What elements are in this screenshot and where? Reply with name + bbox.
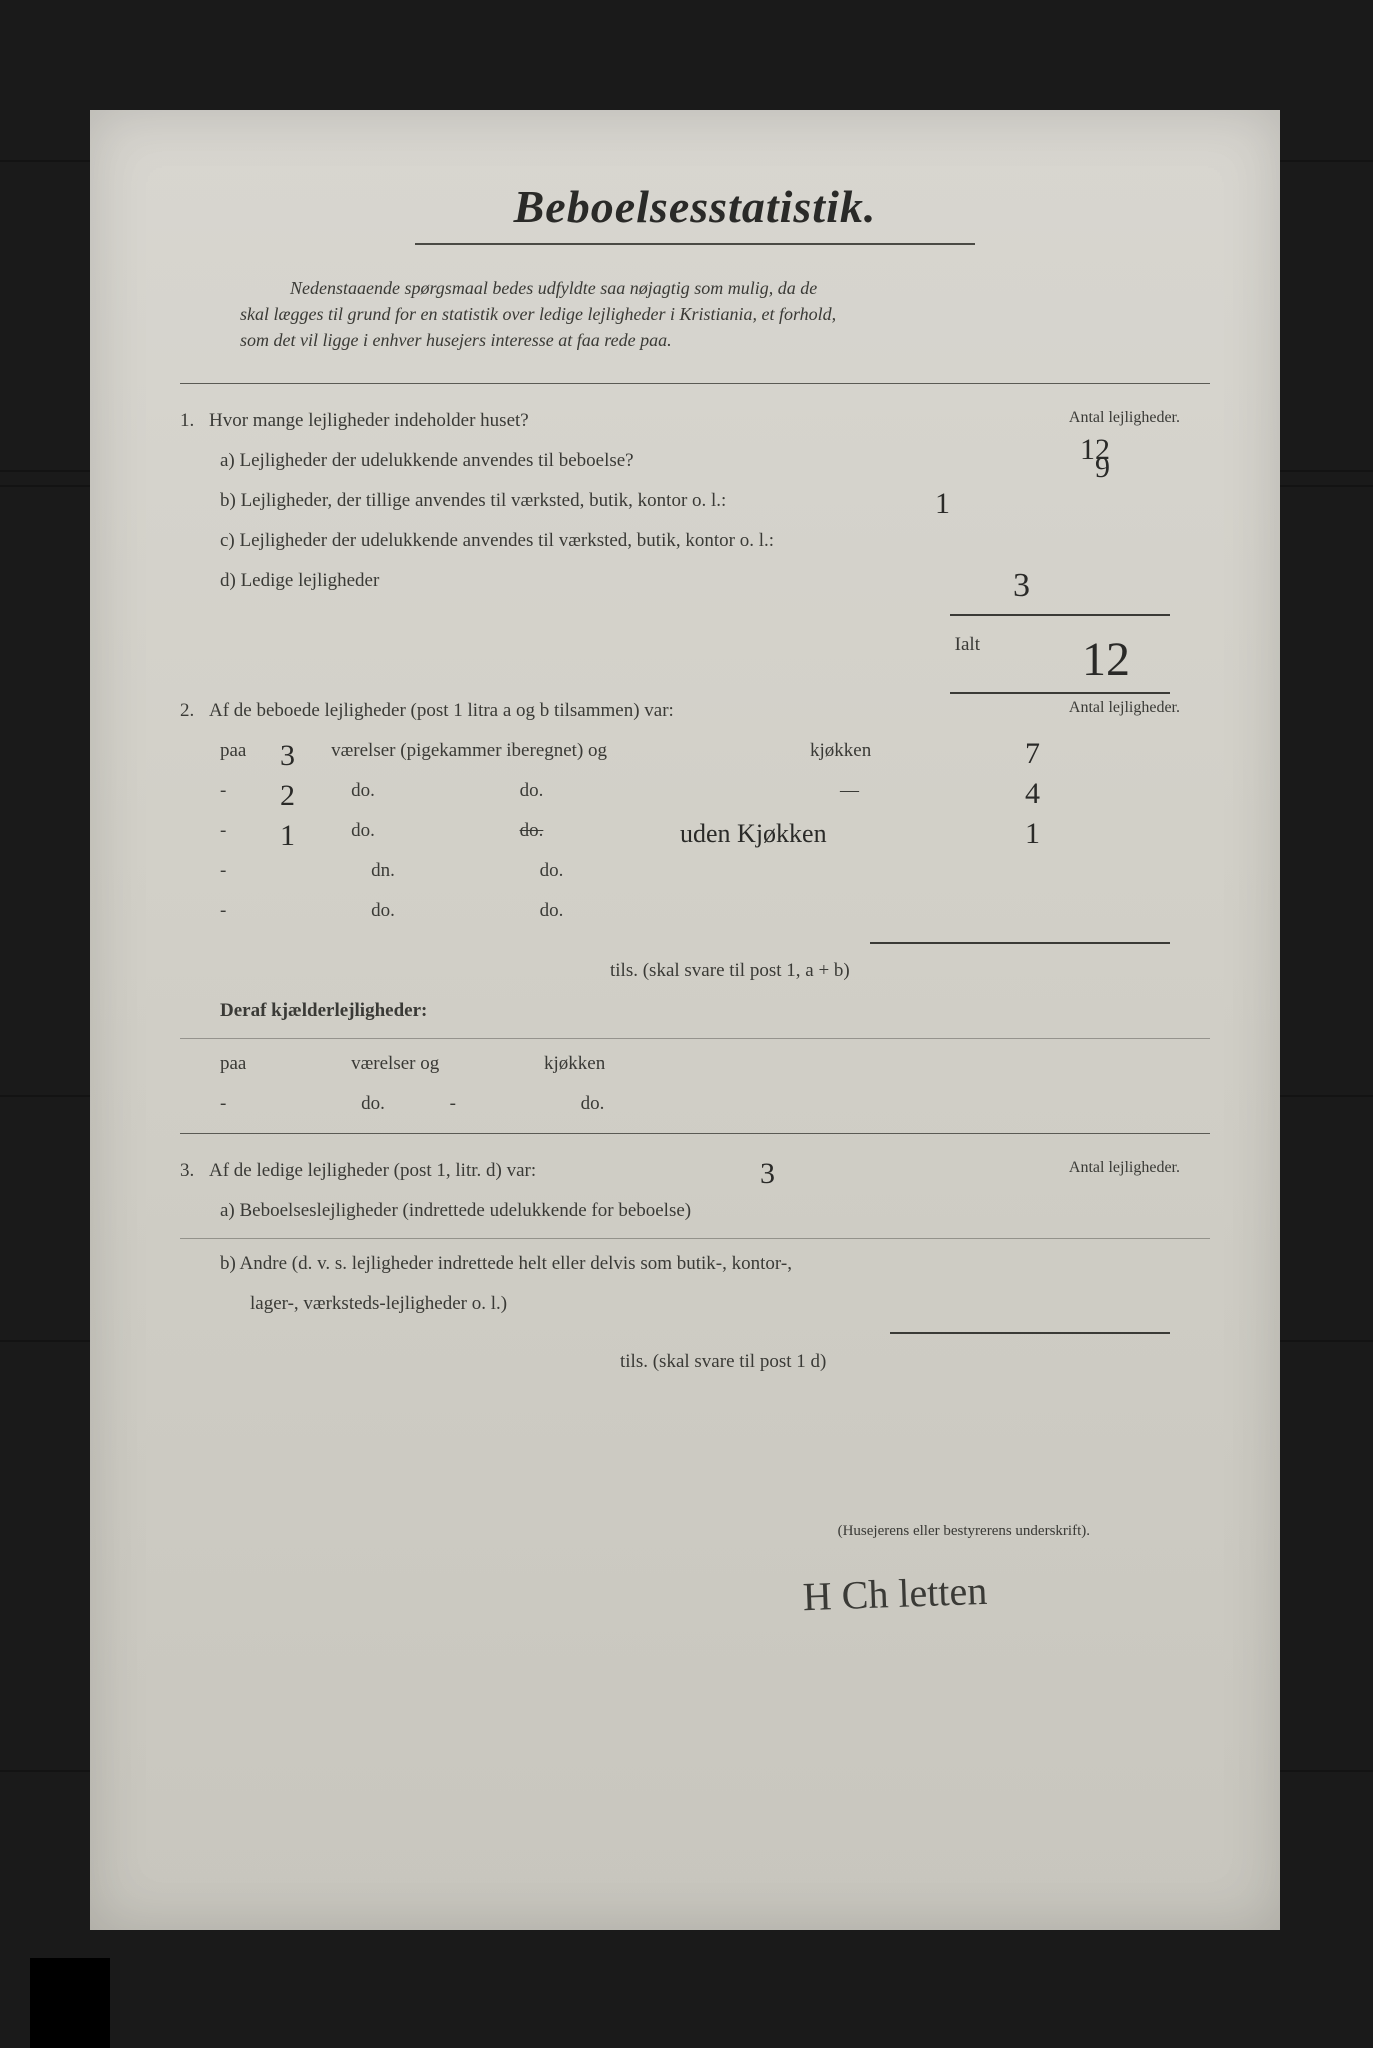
q2-dn: dn. (371, 860, 395, 881)
q2-do-6: do. (540, 900, 564, 921)
title-rule (415, 243, 975, 245)
q3-text: Af de ledige lejligheder (post 1, litr. … (209, 1160, 536, 1181)
q2-text: Af de beboede lejligheder (post 1 litra … (209, 700, 674, 721)
q1-b: b) Lejligheder, der tillige anvendes til… (220, 490, 726, 511)
intro-line-3: som det vil ligge i enhver husejers inte… (240, 330, 672, 350)
col-header-2: Antal lejligheder. (1069, 692, 1180, 724)
q2-do-2: do. (520, 780, 544, 801)
q1-number: 1. (180, 410, 194, 431)
q1-a: a) Lejligheder der udelukkende anvendes … (220, 450, 634, 471)
intro-line-1: Nedenstaaende spørgsmaal bedes udfyldte … (290, 278, 817, 298)
q2-deraf-paa: paa (220, 1053, 246, 1074)
question-1: 1. Hvor mange lejligheder indeholder hus… (180, 402, 1210, 672)
q2-do-3: do. (351, 820, 375, 841)
q1-text: Hvor mange lejligheder indeholder huset? (209, 410, 529, 431)
ialt-label: Ialt (955, 626, 980, 664)
q2-do-4: do. (540, 860, 564, 881)
q2-dash-3: - (220, 820, 226, 841)
q2-deraf: Deraf kjælderlejligheder: (220, 1000, 427, 1021)
col-header-3: Antal lejligheder. (1069, 1152, 1180, 1184)
q2-paa: paa (220, 740, 246, 761)
page-title: Beboelsesstatistik. (180, 180, 1210, 233)
scan-artifact (30, 1958, 110, 2048)
faint-rule-2 (180, 1238, 1210, 1239)
q3-tils: tils. (skal svare til post 1 d) (620, 1343, 826, 1381)
q3-number: 3. (180, 1160, 194, 1181)
q1-d: d) Ledige lejligheder (220, 570, 379, 591)
q2-dash-5: - (220, 900, 226, 921)
q2-deraf-vaer: værelser og (351, 1053, 439, 1074)
question-2: 2. Af de beboede lejligheder (post 1 lit… (180, 692, 1210, 1125)
q2-do-5: do. (371, 900, 395, 921)
q2-dash-7: - (450, 1093, 456, 1114)
question-3: 3. Af de ledige lejligheder (post 1, lit… (180, 1152, 1210, 1383)
q2-dash-6: - (220, 1093, 226, 1114)
q3-b2: lager-, værksteds-lejligheder o. l.) (250, 1293, 507, 1314)
signature: H Ch letten (579, 1559, 1210, 1628)
signature-label: (Husejerens eller bestyrerens underskrif… (180, 1523, 1090, 1540)
intro-paragraph: Nedenstaaende spørgsmaal bedes udfyldte … (240, 275, 1180, 353)
q3-a: a) Beboelseslejligheder (indrettede udel… (220, 1200, 691, 1221)
q2-do-1: do. (351, 780, 375, 801)
q2-do-7: do. (361, 1093, 385, 1114)
q2-do-strike: do. (520, 820, 544, 841)
q1-c: c) Lejligheder der udelukkende anvendes … (220, 530, 774, 551)
q2-deraf-kjok: kjøkken (544, 1053, 605, 1074)
intro-line-2: skal lægges til grund for en statistik o… (240, 304, 836, 324)
q2-dash-4: - (220, 860, 226, 881)
section-rule (180, 383, 1210, 384)
q2-do-8: do. (581, 1093, 605, 1114)
section-rule-2 (180, 1133, 1210, 1134)
q2-vaer: værelser (pigekammer iberegnet) og (331, 740, 607, 761)
faint-rule-1 (180, 1038, 1210, 1039)
q2-dash-2: — (840, 772, 859, 810)
q2-number: 2. (180, 700, 194, 721)
q2-tils: tils. (skal svare til post 1, a + b) (610, 952, 850, 990)
document-page: Beboelsesstatistik. Nedenstaaende spørgs… (90, 110, 1280, 1930)
q3-b: b) Andre (d. v. s. lejligheder indretted… (220, 1253, 792, 1274)
q2-dash-1: - (220, 780, 226, 801)
q2-kjok: kjøkken (810, 732, 871, 770)
